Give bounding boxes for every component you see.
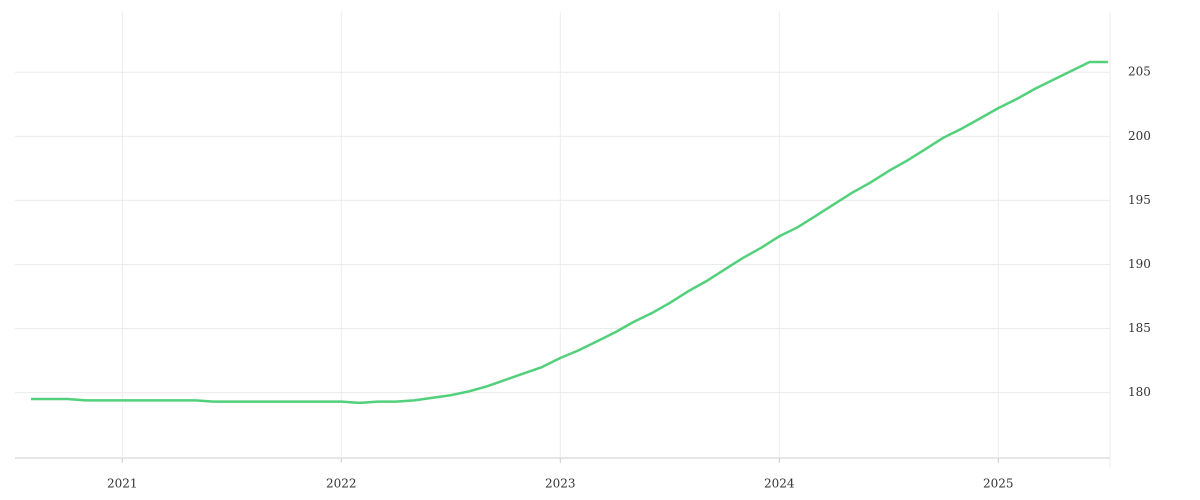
x-tick-label: 2022 — [326, 477, 357, 491]
line-series — [30, 60, 1108, 405]
y-tick-label: 180 — [1128, 385, 1151, 399]
y-tick-label: 200 — [1128, 129, 1151, 143]
x-tick-label: 2024 — [764, 477, 795, 491]
y-tick-label: 195 — [1128, 193, 1151, 207]
y-tick-label: 190 — [1128, 257, 1151, 271]
y-tick-label: 205 — [1128, 65, 1151, 79]
x-tick-label: 2021 — [107, 477, 138, 491]
y-tick-label: 185 — [1128, 321, 1151, 335]
x-tick-label: 2025 — [983, 477, 1014, 491]
x-tick-label: 2023 — [545, 477, 576, 491]
